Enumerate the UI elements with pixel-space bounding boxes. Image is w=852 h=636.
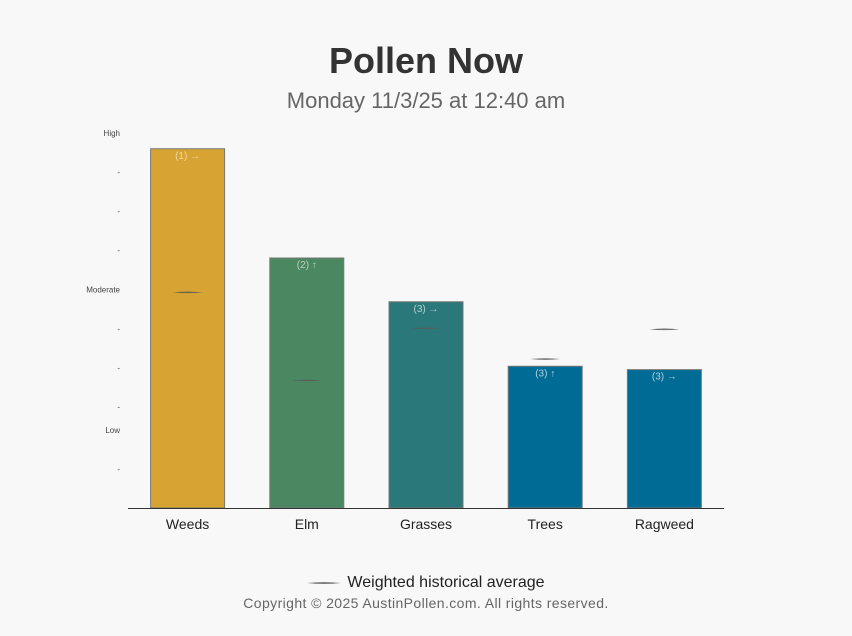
y-tick-label: Moderate [86,285,120,294]
chart-subtitle: Monday 11/3/25 at 12:40 am [286,88,566,113]
y-tick-label: - [117,168,120,177]
bar-trees [507,365,583,509]
legend-label: Weighted historical average [347,574,545,591]
y-tick-label: - [117,402,120,411]
y-tick-label: - [117,465,120,474]
x-tick-label: Ragweed [635,516,694,532]
bar-value-label: (1) → [175,151,200,162]
historical-average-marker [649,328,680,331]
y-tick-label: - [117,324,120,333]
historical-average-marker [530,358,561,360]
y-tick-label: - [117,246,120,255]
y-tick-label: High [104,129,120,138]
bar-weeds [150,148,226,509]
y-tick-label: Low [105,426,120,435]
bar-value-label: (3) ↑ [535,368,555,379]
legend: Weighted historical average [0,574,852,592]
pollen-bar-chart: High - - - Moderate - - - Low - (1) → Weeds (2) ↑ Elm… [86,129,724,532]
bar-value-label: (3) → [652,372,677,383]
y-tick-label: - [117,363,120,372]
bar-elm [269,257,345,509]
chart-title: Pollen Now [328,40,523,81]
y-tick-label: - [117,207,120,216]
legend-average-marker-icon [307,582,342,584]
historical-average-marker [291,379,322,382]
bar-value-label: (2) ↑ [297,260,317,271]
x-tick-label: Trees [528,516,563,532]
x-tick-label: Weeds [166,516,209,532]
bar-ragweed [626,369,702,509]
bar-value-label: (3) → [414,304,439,315]
bar-grasses [388,301,464,509]
historical-average-marker [172,291,203,294]
x-tick-label: Elm [295,516,319,532]
copyright-notice: Copyright © 2025 AustinPollen.com. All r… [243,595,609,611]
historical-average-marker [411,327,441,330]
x-tick-label: Grasses [400,516,452,532]
